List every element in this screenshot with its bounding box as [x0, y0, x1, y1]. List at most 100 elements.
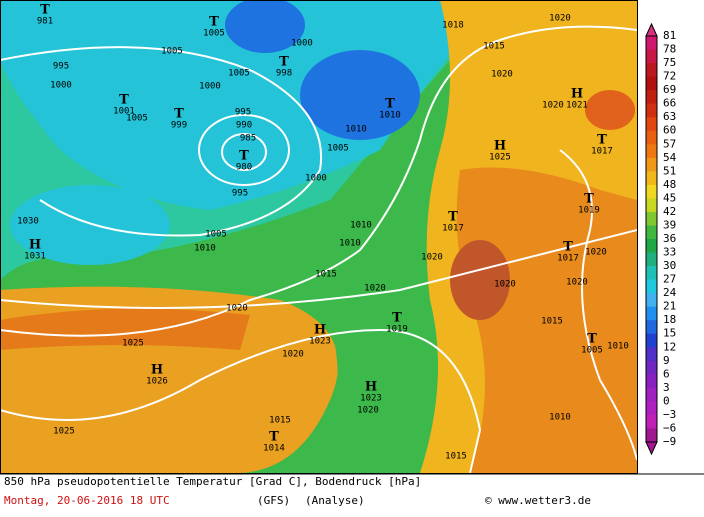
colorbar-swatch: [646, 333, 657, 348]
pressure-center-symbol: T: [448, 210, 458, 225]
isobar-label: 1005: [126, 114, 148, 124]
pressure-center-symbol: T: [584, 192, 594, 207]
colorbar-label: 0: [663, 394, 670, 407]
colorbar-frame: [645, 35, 658, 443]
colorbar-swatch: [646, 374, 657, 389]
colorbar-label: 48: [663, 178, 676, 191]
footer-analysis: (Analyse): [305, 494, 365, 507]
pressure-center-value: 1019: [578, 206, 600, 216]
isobar-label: 1015: [445, 452, 467, 462]
pressure-center-symbol: T: [119, 93, 129, 108]
isobar-label: 1015: [541, 317, 563, 327]
isobar-label: 1025: [122, 339, 144, 349]
isobar-label: 1010: [350, 221, 372, 231]
colorbar-label: 51: [663, 164, 676, 177]
pressure-center-symbol: H: [571, 87, 583, 102]
colorbar-label: 78: [663, 43, 676, 56]
colorbar-swatch: [646, 320, 657, 335]
colorbar-label: 75: [663, 56, 676, 69]
isobar-label: 995: [232, 189, 248, 199]
colorbar-swatch: [646, 103, 657, 118]
isobar: [0, 25, 637, 337]
isobar-label: 1015: [483, 42, 505, 52]
pressure-center-value: 1001: [113, 107, 135, 117]
pressure-center-symbol: T: [209, 15, 219, 30]
isobar: [0, 46, 323, 237]
pressure-center-value: 999: [171, 121, 187, 131]
colorbar-swatch: [646, 387, 657, 402]
pressure-center-symbol: T: [587, 332, 597, 347]
colorbar-label: 21: [663, 300, 676, 313]
colorbar-label: 42: [663, 205, 676, 218]
colorbar-label: 3: [663, 381, 670, 394]
isobar: [221, 133, 267, 171]
pressure-center-value: 1026: [146, 377, 168, 387]
pressure-center-value: 998: [276, 69, 292, 79]
isobar-label: 1000: [50, 81, 72, 91]
pressure-center-symbol: H: [29, 238, 41, 253]
colorbar-label: 27: [663, 273, 676, 286]
isobar-label: 1020: [549, 14, 571, 24]
field-green: [320, 313, 427, 473]
pressure-center-symbol: T: [392, 311, 402, 326]
pressure-center-symbol: H: [365, 380, 377, 395]
isobar-label: 1010: [607, 342, 629, 352]
isobar-label: 1000: [305, 174, 327, 184]
pressure-center-value: 980: [236, 163, 252, 173]
pressure-center-value: 1014: [263, 444, 285, 454]
colorbar-swatch: [646, 266, 657, 281]
colorbar-swatch: [646, 252, 657, 267]
colorbar-swatch: [646, 306, 657, 321]
colorbar-label: 57: [663, 137, 676, 150]
pressure-center-symbol: H: [494, 139, 506, 154]
pressure-center-symbol: T: [563, 240, 573, 255]
colorbar-swatch: [646, 225, 657, 240]
colorbar-swatch: [646, 198, 657, 213]
isobar: [198, 114, 290, 186]
colorbar-label: 66: [663, 97, 676, 110]
colorbar-label: 36: [663, 232, 676, 245]
pressure-center-symbol: T: [239, 149, 249, 164]
pressure-center-value: 1021: [566, 101, 588, 111]
pressure-center-value: 1023: [360, 394, 382, 404]
isobar-label: 1020: [226, 304, 248, 314]
pressure-center-value: 1010: [379, 111, 401, 121]
isobar-label: 995: [53, 62, 69, 72]
colorbar-swatch: [646, 347, 657, 362]
colorbar-tip: [645, 22, 658, 37]
colorbar-swatch: [646, 428, 657, 443]
colorbar-label: 6: [663, 367, 670, 380]
colorbar-swatch: [646, 293, 657, 308]
colorbar-label: 81: [663, 29, 676, 42]
colorbar-swatch: [646, 171, 657, 186]
isobar-label: 1018: [442, 21, 464, 31]
isobar-label: 1010: [194, 244, 216, 254]
colorbar-swatch: [646, 401, 657, 416]
isobar: [0, 328, 482, 473]
isobar-label: 1000: [199, 82, 221, 92]
colorbar-label: 9: [663, 354, 670, 367]
isobar-label: 1020: [491, 70, 513, 80]
colorbar-swatch: [646, 157, 657, 172]
pressure-center-value: 1031: [24, 252, 46, 262]
pressure-center-value: 1025: [489, 153, 511, 163]
field-orange: [0, 308, 250, 350]
colorbar-label: 15: [663, 327, 676, 340]
colorbar-swatch: [646, 279, 657, 294]
colorbar-swatch: [646, 76, 657, 91]
colorbar-label: 63: [663, 110, 676, 123]
isobar-label: 1020: [494, 280, 516, 290]
pressure-center-value: 1017: [591, 147, 613, 157]
isobar-label: 1005: [327, 144, 349, 154]
colorbar-label: 18: [663, 313, 676, 326]
isobar-label: 1010: [345, 125, 367, 135]
footer-date: Montag, 20-06-2016 18 UTC: [4, 494, 170, 507]
pressure-center-symbol: T: [40, 3, 50, 18]
isobar: [0, 229, 637, 309]
pressure-center-symbol: T: [174, 107, 184, 122]
colorbar-tip: [645, 441, 658, 456]
pressure-center-value: 1005: [203, 29, 225, 39]
